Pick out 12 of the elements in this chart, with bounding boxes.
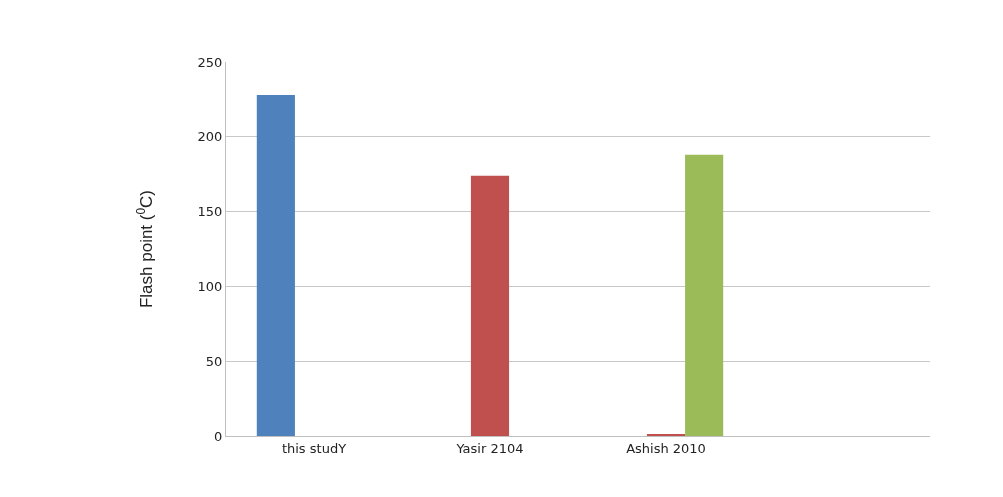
bar [470,175,510,436]
y-tick-label: 250 [197,54,223,70]
y-tick-label: 50 [205,353,223,369]
y-tick-label: 0 [214,428,223,444]
x-tick-label: Ashish 2010 [626,440,706,456]
y-tick-label: 200 [197,129,223,145]
y-tick-label: 100 [197,278,223,294]
y-tick-label: 150 [197,204,223,220]
bar [256,94,295,436]
bar [685,154,724,436]
x-tick-label: Yasir 2104 [455,440,524,456]
x-tick-label: this studY [281,440,347,456]
